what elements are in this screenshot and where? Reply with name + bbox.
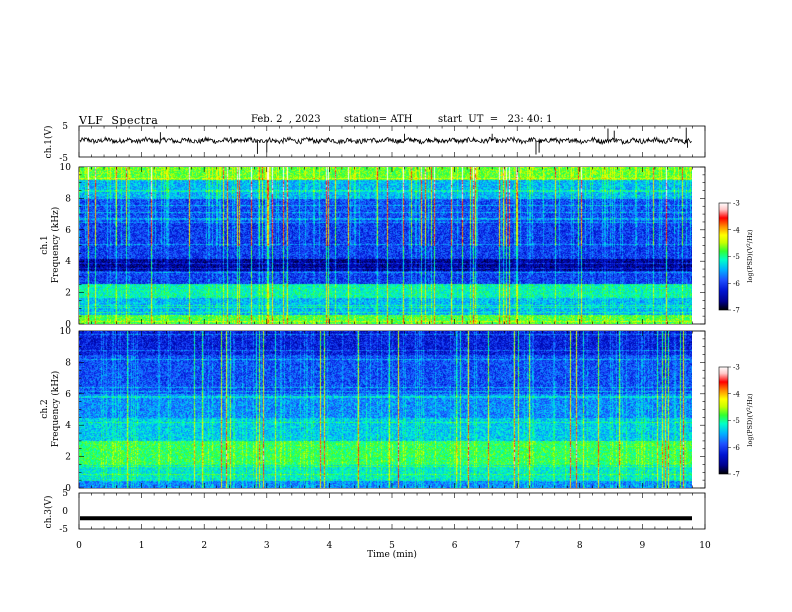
time-tick-4: 4 <box>327 541 333 551</box>
ch1-cbtick--3: -3 <box>733 200 740 208</box>
ch2-cbtick--6: -6 <box>733 444 740 452</box>
ch2-ytick-0: 0 <box>65 484 71 494</box>
ch2-ytick-10: 10 <box>60 327 72 337</box>
ch2-cbtick--4: -4 <box>733 390 740 398</box>
ch2-ytick-6: 6 <box>65 390 71 400</box>
ch3-ytick-5: 5 <box>62 489 68 499</box>
ch1-cbtick--5: -5 <box>733 253 740 261</box>
ch1-spectrogram-image <box>79 167 692 324</box>
ch2-spectrogram-yticks: 0 2 4 6 8 10 <box>60 327 705 494</box>
time-axis: 0 1 2 3 4 5 6 7 8 9 10 <box>76 126 711 551</box>
ch1-ytick-2: 2 <box>65 289 71 299</box>
ch3-waveform-ylabel: ch.3(V) <box>43 496 54 529</box>
ch1-spectrogram-yticks: 0 2 4 6 8 10 <box>60 163 705 330</box>
ch2-cbtick--5: -5 <box>733 417 740 425</box>
ch2-colorbar-label: log(PSD)(V2/Hz) <box>746 393 754 447</box>
ch1-ytick-0: 0 <box>65 320 71 330</box>
time-tick-2: 2 <box>201 541 207 551</box>
ch2-cbtick--3: -3 <box>733 364 740 372</box>
ch2-cbtick--7: -7 <box>733 471 740 479</box>
ch1-ytick-8: 8 <box>65 194 71 204</box>
time-tick-5: 5 <box>389 541 395 551</box>
time-tick-1: 1 <box>139 541 145 551</box>
ch1-ytick-5: 5 <box>62 122 68 132</box>
ch1-ytick-neg5: -5 <box>59 154 68 164</box>
time-tick-8: 8 <box>577 541 583 551</box>
ch1-spectrogram-ylabel-line2: Frequency (kHz) <box>50 207 61 284</box>
time-axis-label: Time (min) <box>367 549 417 560</box>
ch2-spectrogram-ylabel-line2: Frequency (kHz) <box>50 371 61 448</box>
time-tick-10: 10 <box>699 541 711 551</box>
ch2-spectrogram-ylabel-line1: ch.2 <box>40 399 50 418</box>
ch1-waveform-ylabel: ch.1(V) <box>43 126 54 159</box>
ch2-spectrogram-image <box>79 331 692 488</box>
ch2-ytick-4: 4 <box>65 421 71 431</box>
ch3-ytick-0: 0 <box>62 507 68 517</box>
time-tick-0: 0 <box>76 541 82 551</box>
ch1-ytick-6: 6 <box>65 226 71 236</box>
ch1-spectrogram-ylabel-line1: ch.1 <box>40 235 50 254</box>
ch1-cbtick--7: -7 <box>733 307 740 315</box>
ch1-cbtick--4: -4 <box>733 226 740 234</box>
ch2-colorbar <box>718 366 729 475</box>
ch1-ytick-10: 10 <box>60 163 72 173</box>
ch2-colorbar-ticks: -3 -4 -5 -6 -7 <box>728 364 740 479</box>
ch1-cbtick--6: -6 <box>733 280 740 288</box>
station-label: station= ATH <box>344 114 413 125</box>
ch2-ytick-8: 8 <box>65 358 71 368</box>
time-tick-3: 3 <box>264 541 270 551</box>
ch1-waveform-line <box>79 135 692 146</box>
ch1-colorbar-ticks: -3 -4 -5 -6 -7 <box>728 200 740 315</box>
time-tick-9: 9 <box>640 541 646 551</box>
date-label: Feb. 2 , 2023 <box>251 114 321 125</box>
ch2-ytick-2: 2 <box>65 453 71 463</box>
ch1-colorbar-label: log(PSD)(V2/Hz) <box>746 229 754 283</box>
ch1-colorbar <box>718 202 729 311</box>
ch1-waveform-panel: 5 -5 ch.1(V) <box>43 122 706 164</box>
ch3-ytick--5: -5 <box>59 525 68 535</box>
time-tick-6: 6 <box>452 541 458 551</box>
ch1-waveform-spikes <box>159 127 688 155</box>
start-time-label: start UT = 23: 40: 1 <box>438 114 553 125</box>
ch1-ytick-4: 4 <box>65 257 71 267</box>
chart-title: VLF Spectra <box>79 114 159 127</box>
time-tick-7: 7 <box>514 541 520 551</box>
ch3-waveform-panel: 5 0 -5 ch.3(V) <box>43 489 706 535</box>
ch3-waveform-yticks: 5 0 -5 <box>59 489 68 535</box>
